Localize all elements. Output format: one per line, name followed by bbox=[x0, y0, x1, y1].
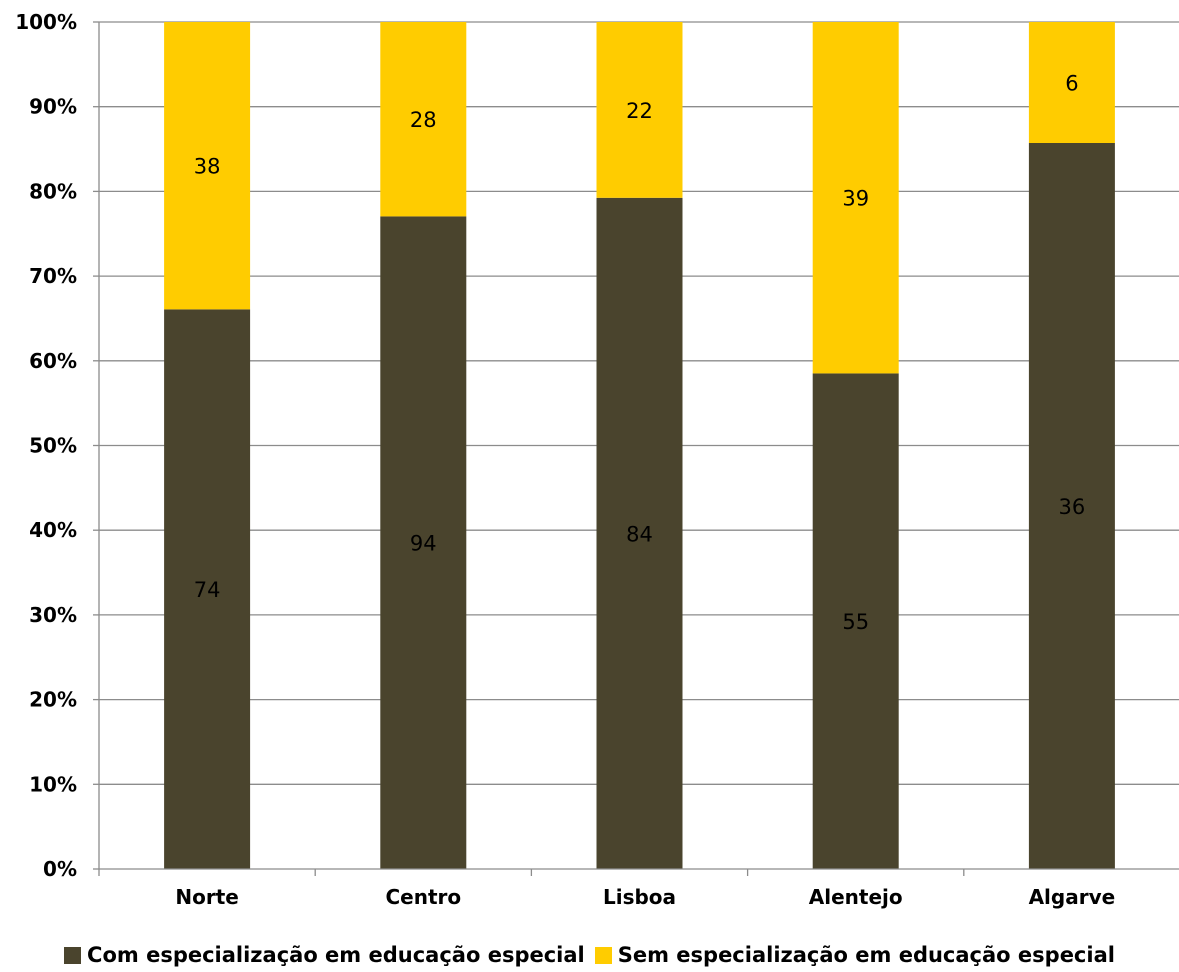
bar-algarve-series-1 bbox=[1028, 22, 1115, 143]
bar-norte-series-0 bbox=[164, 309, 251, 869]
data-label: 84 bbox=[626, 522, 653, 546]
bar-centro-series-1 bbox=[380, 22, 467, 217]
y-tick-label: 80% bbox=[29, 179, 77, 203]
y-axis-ticks: 0% 10% 20% 30% 40% 50% 60% 70% 80% 90% 100% bbox=[15, 10, 77, 881]
x-category-label: Alentejo bbox=[809, 885, 903, 909]
bar-norte-series-1 bbox=[164, 22, 251, 310]
legend-label-com: Com especialização em educação especial bbox=[87, 943, 585, 967]
y-tick-label: 0% bbox=[43, 857, 77, 881]
data-label: 28 bbox=[410, 108, 437, 132]
legend: Com especialização em educação especial … bbox=[0, 940, 1179, 970]
bars: 74 38 94 28 84 22 55 39 36 6 bbox=[164, 22, 1115, 870]
x-category-label: Algarve bbox=[1029, 885, 1116, 909]
legend-item-sem: Sem especialização em educação especial bbox=[594, 943, 1115, 967]
y-tick-label: 90% bbox=[29, 95, 77, 119]
x-axis-categories: Norte Centro Lisboa Alentejo Algarve bbox=[175, 885, 1115, 909]
data-label: 6 bbox=[1065, 72, 1078, 96]
bar-alentejo-series-1 bbox=[812, 22, 899, 374]
bar-lisboa-series-1 bbox=[596, 22, 683, 198]
data-label: 74 bbox=[194, 578, 221, 602]
legend-item-com: Com especialização em educação especial bbox=[64, 943, 585, 967]
y-tick-label: 30% bbox=[29, 603, 77, 627]
bar-alentejo-series-0 bbox=[812, 373, 899, 869]
y-tick-label: 70% bbox=[29, 264, 77, 288]
x-category-label: Centro bbox=[385, 885, 461, 909]
y-tick-label: 20% bbox=[29, 688, 77, 712]
data-label: 55 bbox=[842, 610, 869, 634]
data-label: 39 bbox=[842, 187, 869, 211]
legend-swatch-sem bbox=[594, 946, 612, 964]
stacked-bar-chart: 0% 10% 20% 30% 40% 50% 60% 70% 80% 90% 100% 74 38 94… bbox=[15, 10, 1179, 909]
data-label: 38 bbox=[194, 155, 221, 179]
y-tick-label: 40% bbox=[29, 518, 77, 542]
bar-centro-series-0 bbox=[380, 216, 467, 870]
y-tick-label: 60% bbox=[29, 349, 77, 373]
data-label: 94 bbox=[410, 532, 437, 556]
axes bbox=[93, 21, 1179, 876]
y-tick-label: 100% bbox=[15, 10, 77, 34]
data-label: 36 bbox=[1059, 495, 1086, 519]
x-category-label: Lisboa bbox=[603, 885, 676, 909]
data-label: 22 bbox=[626, 99, 653, 123]
legend-label-sem: Sem especialização em educação especial bbox=[617, 943, 1115, 967]
bar-lisboa-series-0 bbox=[596, 197, 683, 869]
y-tick-label: 50% bbox=[29, 434, 77, 458]
legend-swatch-com bbox=[64, 946, 82, 964]
x-category-label: Norte bbox=[175, 885, 238, 909]
y-tick-label: 10% bbox=[29, 772, 77, 796]
bar-algarve-series-0 bbox=[1028, 143, 1115, 869]
